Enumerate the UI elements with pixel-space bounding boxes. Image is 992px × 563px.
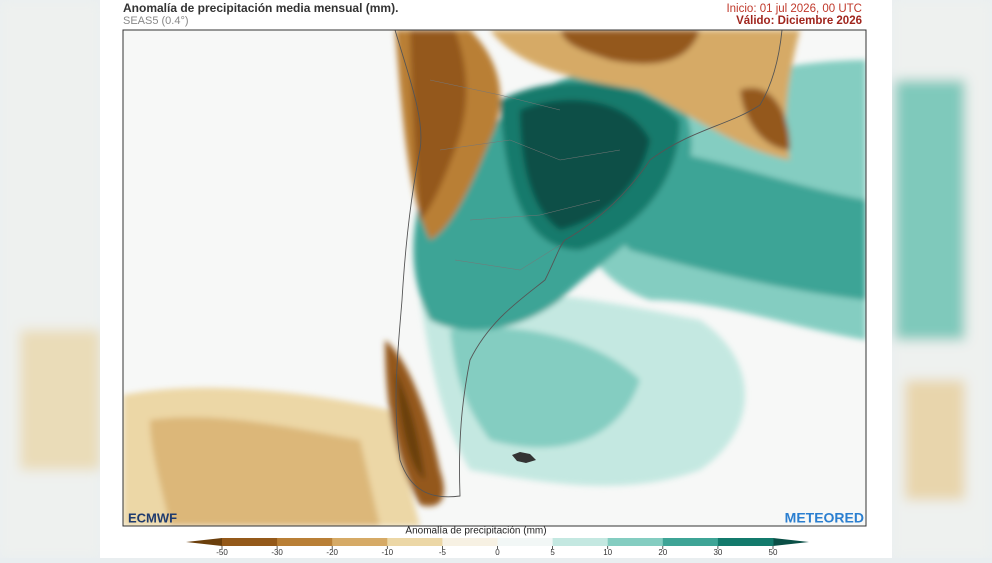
colorbar-segment <box>387 538 443 546</box>
map <box>123 30 866 526</box>
colorbar-segment <box>332 538 388 546</box>
islands <box>512 452 536 463</box>
meteored-logo: METEORED <box>785 510 864 526</box>
colorbar-tick-label: 30 <box>713 548 722 557</box>
colorbar-tick-label: -30 <box>271 548 283 557</box>
colorbar-tick-label: 0 <box>495 548 500 557</box>
colorbar-segment <box>442 538 498 546</box>
colorbar-segment <box>277 538 333 546</box>
ecmwf-logo: ECMWF <box>128 510 177 525</box>
coastline <box>394 30 783 498</box>
colorbar-segment <box>497 538 554 546</box>
colorbar-tick-label: -5 <box>439 548 447 557</box>
title: Anomalía de precipitación media mensual … <box>123 1 398 15</box>
colorbar-segment <box>552 538 609 546</box>
map-frame <box>122 29 867 527</box>
colorbar-extension <box>186 538 222 546</box>
colorbar-segment <box>607 538 664 546</box>
subtitle: SEAS5 (0.4°) <box>123 15 189 27</box>
colorbar-tick-label: 10 <box>603 548 612 557</box>
colorbar-segment <box>717 538 774 546</box>
colorbar-extension <box>773 538 809 546</box>
colorbar-segment <box>662 538 719 546</box>
colorbar-segment <box>222 538 278 546</box>
init-date: Inicio: 01 jul 2026, 00 UTC <box>726 3 862 15</box>
colorbar-tick-label: 50 <box>769 548 778 557</box>
valid-date: Válido: Diciembre 2026 <box>736 15 862 27</box>
colorbar-tick-label: 5 <box>550 548 555 557</box>
colorbar-tick-label: -20 <box>326 548 338 557</box>
colorbar-tick-label: 20 <box>658 548 667 557</box>
borders <box>429 79 621 271</box>
colorbar-tick-label: -10 <box>382 548 394 557</box>
colorbar-tick-label: -50 <box>216 548 228 557</box>
colorbar-label: Anomalía de precipitación (mm) <box>405 526 546 537</box>
colorbar: -50 -30 -20 -10 -5 0 5 10 20 30 50 <box>186 538 809 557</box>
